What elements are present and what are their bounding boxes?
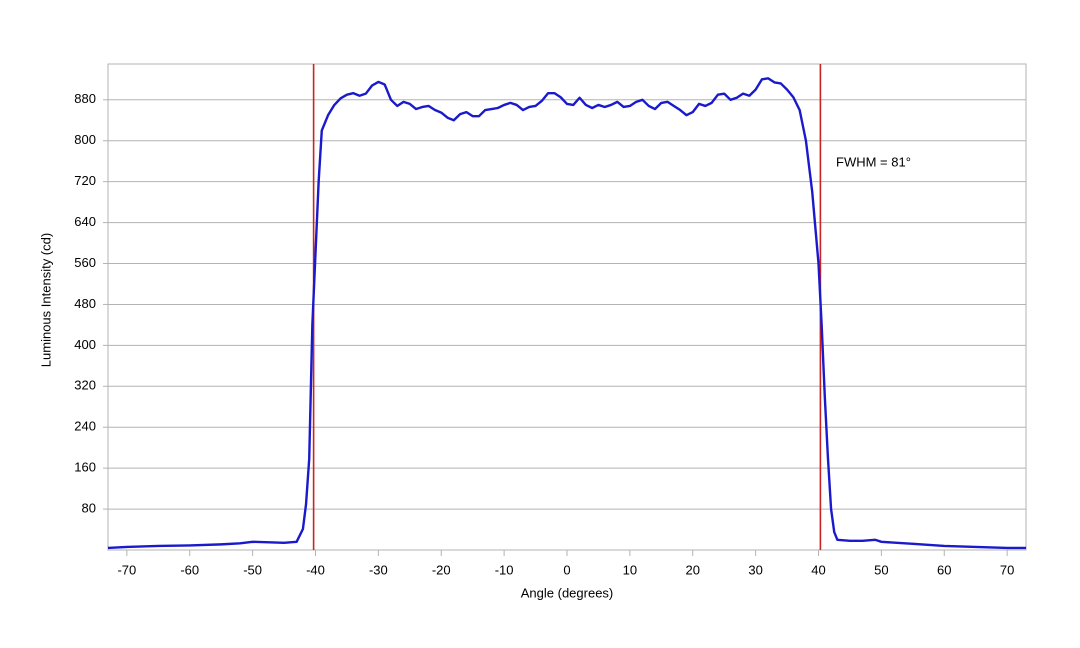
data-line (107, 77, 1026, 550)
y-tick-label: 800 (74, 132, 96, 147)
x-tick-label: 50 (874, 562, 888, 577)
y-tick-label: 240 (74, 419, 96, 434)
y-axis-label: Luminous Intensity (cd) (38, 233, 53, 367)
x-axis-label: Angle (degrees) (521, 585, 614, 600)
plot-frame (107, 63, 1027, 551)
x-tick-label: -30 (369, 562, 388, 577)
x-tick-label: 20 (686, 562, 700, 577)
x-tick-label: -70 (117, 562, 136, 577)
annotation: FWHM = 81° (836, 154, 911, 169)
x-tick-label: 0 (563, 562, 570, 577)
y-tick-label: 720 (74, 173, 96, 188)
y-tick-label: 320 (74, 378, 96, 393)
y-tick-label: 880 (74, 91, 96, 106)
y-tick-label: 640 (74, 214, 96, 229)
x-tick-label: -10 (495, 562, 514, 577)
y-tick-label: 560 (74, 255, 96, 270)
y-tick-label: 480 (74, 296, 96, 311)
x-tick-label: -20 (432, 562, 451, 577)
x-tick-label: 40 (811, 562, 825, 577)
x-tick-label: -50 (243, 562, 262, 577)
x-tick-label: -60 (180, 562, 199, 577)
x-tick-label: 30 (748, 562, 762, 577)
y-tick-label: 400 (74, 337, 96, 352)
y-tick-label: 80 (82, 501, 96, 516)
x-tick-label: 60 (937, 562, 951, 577)
x-tick-label: 10 (623, 562, 637, 577)
x-tick-label: 70 (1000, 562, 1014, 577)
x-tick-label: -40 (306, 562, 325, 577)
y-tick-label: 160 (74, 460, 96, 475)
